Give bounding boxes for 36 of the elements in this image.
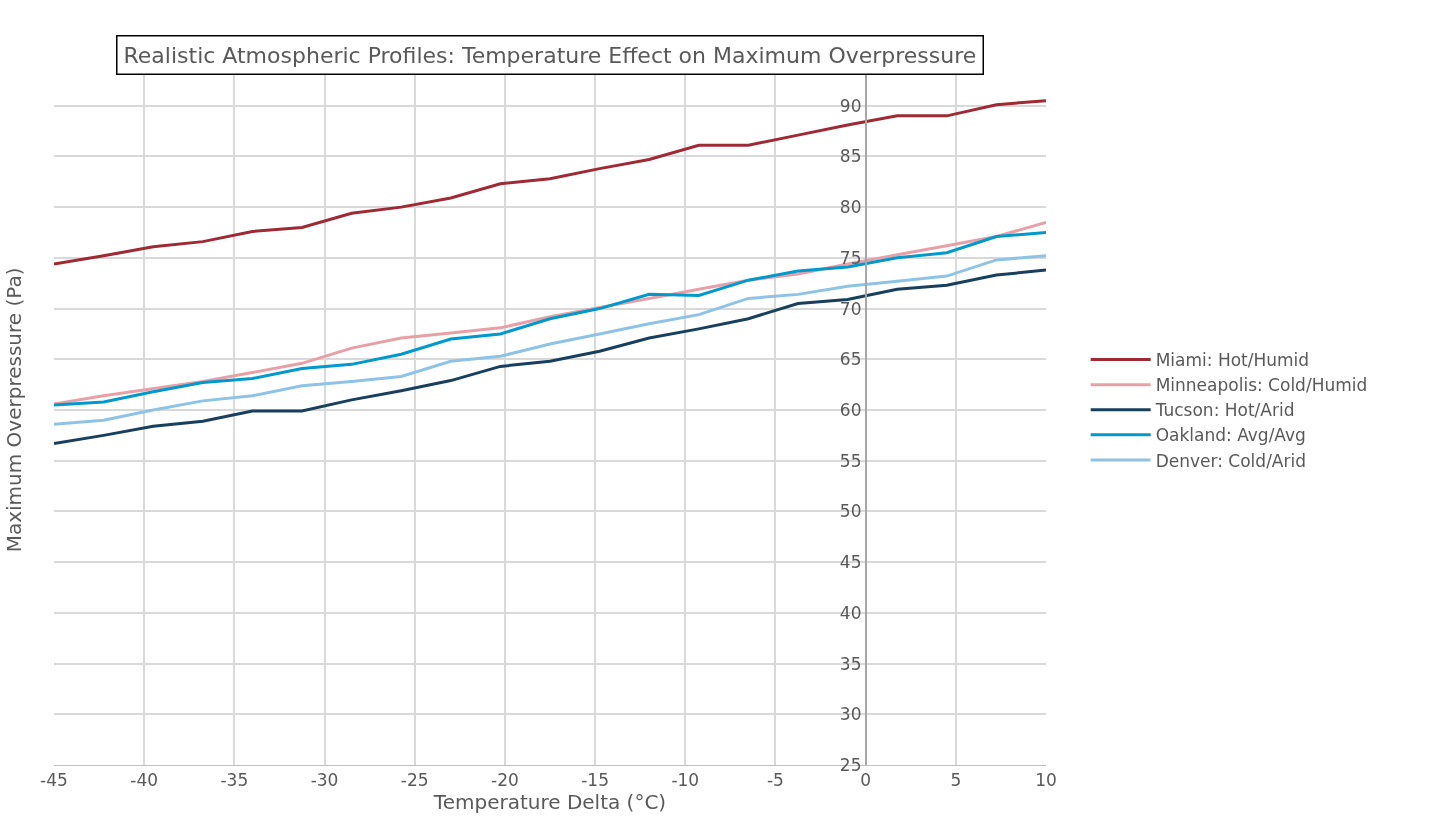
y-tick-label: 60 bbox=[839, 399, 862, 420]
legend-label: Denver: Cold/Arid bbox=[1155, 450, 1306, 471]
legend-label: Miami: Hot/Humid bbox=[1155, 350, 1310, 371]
y-tick-label: 30 bbox=[839, 704, 862, 725]
y-tick-label: 70 bbox=[839, 298, 862, 319]
y-tick-label: 90 bbox=[839, 95, 862, 116]
y-tick-label: 50 bbox=[839, 501, 862, 522]
y-tick-label: 35 bbox=[839, 653, 862, 674]
x-tick-label: -40 bbox=[130, 770, 159, 791]
y-tick-label: 40 bbox=[839, 602, 862, 623]
y-tick-label: 80 bbox=[839, 197, 862, 218]
legend-label: Tucson: Hot/Arid bbox=[1154, 400, 1295, 421]
x-tick-label: -20 bbox=[491, 770, 519, 791]
y-tick-label: 75 bbox=[839, 247, 862, 268]
y-tick-label: 45 bbox=[839, 552, 862, 573]
line-series bbox=[54, 99, 1046, 266]
y-tick-label: 65 bbox=[839, 349, 862, 370]
x-tick-label: 0 bbox=[860, 770, 872, 791]
x-tick-label: -45 bbox=[40, 770, 68, 791]
legend-label: Oakland: Avg/Avg bbox=[1155, 425, 1306, 446]
x-tick-label: -30 bbox=[310, 770, 339, 791]
x-axis-title: Temperature Delta (°C) bbox=[432, 790, 667, 815]
line-series bbox=[54, 268, 1046, 445]
legend-label: Minneapolis: Cold/Humid bbox=[1155, 375, 1368, 396]
x-tick-label: -35 bbox=[220, 770, 249, 791]
x-tick-label: 10 bbox=[1035, 770, 1057, 791]
x-tick-label: -5 bbox=[766, 770, 784, 791]
y-tick-label: 55 bbox=[839, 450, 862, 471]
x-tick-label: -25 bbox=[400, 770, 429, 791]
x-tick-label: -15 bbox=[581, 770, 609, 791]
y-axis-title: Maximum Overpressure (Pa) bbox=[2, 267, 27, 553]
y-tick-label: 85 bbox=[839, 146, 862, 167]
y-tick-label: 25 bbox=[839, 754, 862, 775]
x-tick-label: -10 bbox=[671, 770, 700, 791]
x-tick-label: 5 bbox=[950, 770, 962, 791]
chart-title: Realistic Atmospheric Profiles: Temperature Effect on Maximum Overpressure bbox=[123, 42, 977, 68]
